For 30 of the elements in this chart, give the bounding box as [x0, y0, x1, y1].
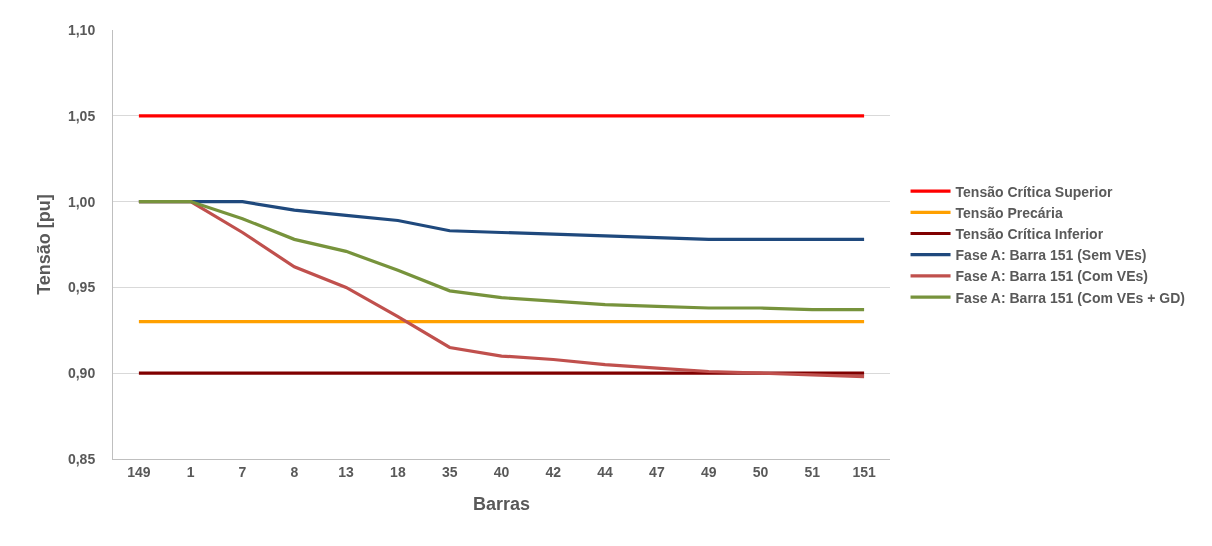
x-tick-label: 7: [238, 463, 247, 480]
x-tick-label: 47: [649, 463, 665, 480]
y-axis-title: Tensão [pu]: [34, 194, 55, 295]
y-tick-label: 1,00: [67, 193, 96, 210]
legend-label: Tensão Precária: [955, 204, 1063, 221]
y-tick-label: 0,95: [67, 279, 96, 296]
y-tick-label: 1,10: [67, 21, 96, 38]
x-tick-label: 49: [700, 463, 717, 480]
legend-label: Tensão Crítica Inferior: [955, 225, 1104, 242]
x-tick-label: 8: [290, 463, 299, 480]
x-tick-label: 35: [441, 463, 458, 480]
x-tick-label: 44: [597, 463, 614, 480]
x-tick-label: 50: [752, 463, 769, 480]
legend-label: Tensão Crítica Superior: [955, 183, 1113, 200]
line-series: [137, 200, 866, 312]
y-tick-label: 1,05: [67, 107, 96, 124]
legend-label: Fase A: Barra 151 (Com VEs + GD): [955, 289, 1185, 306]
x-tick-label: 13: [338, 463, 355, 480]
x-tick-label: 42: [545, 463, 562, 480]
x-tick-label: 18: [390, 463, 406, 480]
y-tick-label: 0,85: [67, 450, 96, 467]
x-tick-label: 1: [186, 463, 195, 480]
y-tick-label: 0,90: [67, 365, 96, 382]
x-tick-label: 151: [852, 463, 876, 480]
x-tick-label: 51: [804, 463, 821, 480]
x-tick-label: 149: [127, 463, 151, 480]
x-tick-label: 40: [493, 463, 510, 480]
legend-label: Fase A: Barra 151 (Com VEs): [955, 268, 1148, 285]
x-axis-title: Barras: [472, 493, 531, 514]
legend-label: Fase A: Barra 151 (Sem VEs): [955, 247, 1147, 264]
